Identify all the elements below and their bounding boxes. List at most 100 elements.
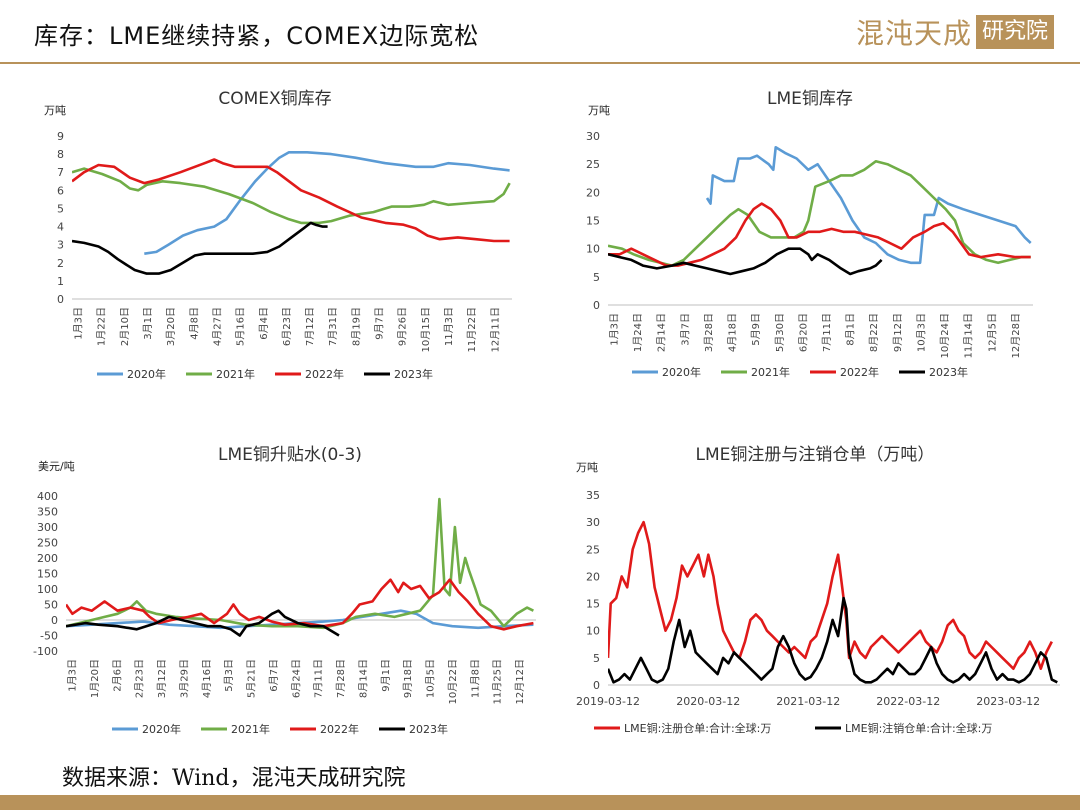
y-unit-label: 万吨 xyxy=(44,104,66,117)
y-tick-label: 50 xyxy=(44,599,58,612)
x-tick-label: 2月6日 xyxy=(111,659,123,692)
y-tick-label: 2 xyxy=(57,257,64,270)
y-tick-label: 250 xyxy=(37,537,58,550)
header-rule xyxy=(0,62,1080,64)
legend-label: 2023年 xyxy=(409,722,448,736)
y-tick-label: 10 xyxy=(586,243,600,256)
chart-lme-spread: LME铜升贴水(0-3) 美元/吨 -100 -50 0 50 100 150 200 250 30… xyxy=(33,445,536,736)
y-tick-label: 0 xyxy=(57,293,64,306)
legend-label: LME铜:注销仓单:合计:全球:万 xyxy=(845,721,992,735)
x-tick-label: 2021-03-12 xyxy=(776,695,840,708)
x-tick-label: 1月3日 xyxy=(67,659,79,692)
y-tick-label: 20 xyxy=(586,186,600,199)
page-title: 库存：LME继续持紧，COMEX边际宽松 xyxy=(34,22,480,50)
x-tick-label: 3月20日 xyxy=(165,307,177,346)
x-tick-label: 11月3日 xyxy=(443,307,455,346)
header: 库存：LME继续持紧，COMEX边际宽松 混沌天成 研究院 xyxy=(0,0,1080,64)
y-tick-label: 10 xyxy=(586,625,600,638)
x-tick-label: 12月12日 xyxy=(514,659,526,704)
x-tick-label: 3月28日 xyxy=(703,313,715,352)
series-line xyxy=(72,221,328,275)
x-tick-label: 11月8日 xyxy=(469,659,481,698)
y-tick-label: 0 xyxy=(593,679,600,692)
legend-label: 2022年 xyxy=(320,722,359,736)
x-tick-label: 7月11日 xyxy=(313,659,325,698)
series-line xyxy=(608,160,1031,267)
footer-band xyxy=(0,795,1080,810)
x-tick-label: 3月7日 xyxy=(679,313,691,346)
y-tick-label: 30 xyxy=(586,130,600,143)
y-tick-label: 25 xyxy=(586,543,600,556)
y-tick-label: 3 xyxy=(57,239,64,252)
y-tick-label: 150 xyxy=(37,568,58,581)
x-tick-label: 7月11日 xyxy=(821,313,833,352)
series-line xyxy=(608,247,883,276)
series-line xyxy=(72,167,511,225)
x-tick-label: 5月3日 xyxy=(223,659,235,692)
x-tick-label: 4月27日 xyxy=(211,307,223,346)
legend-label: 2021年 xyxy=(751,365,790,379)
x-tick-label: 9月12日 xyxy=(892,313,904,352)
y-tick-label: -50 xyxy=(40,630,58,643)
series-line xyxy=(66,578,534,631)
x-tick-label: 8月14日 xyxy=(357,659,369,698)
legend-label: 2020年 xyxy=(662,365,701,379)
x-tick-label: 3月12日 xyxy=(156,659,168,698)
legend-label: 2022年 xyxy=(840,365,879,379)
x-tick-label: 2020-03-12 xyxy=(676,695,740,708)
y-unit-label: 万吨 xyxy=(588,104,610,117)
x-tick-label: 5月9日 xyxy=(750,313,762,346)
x-tick-label: 6月23日 xyxy=(281,307,293,346)
x-tick-label: 9月26日 xyxy=(397,307,409,346)
x-tick-label: 4月18日 xyxy=(727,313,739,352)
x-tick-label: 11月22日 xyxy=(466,307,478,352)
series-line xyxy=(608,596,1058,684)
y-tick-label: 200 xyxy=(37,552,58,565)
y-tick-label: 5 xyxy=(57,202,64,215)
x-tick-label: 2月23日 xyxy=(134,659,146,698)
x-tick-label: 10月24日 xyxy=(939,313,951,358)
legend-label: 2020年 xyxy=(127,367,166,381)
series-line xyxy=(72,158,510,243)
x-tick-label: 10月22日 xyxy=(447,659,459,704)
chart-title: LME铜注册与注销仓单（万吨） xyxy=(696,445,935,465)
brand-main: 混沌天成 xyxy=(855,17,972,50)
x-tick-label: 9月7日 xyxy=(374,307,386,340)
series-line xyxy=(608,202,1031,267)
x-tick-label: 5月16日 xyxy=(235,307,247,346)
x-tick-label: 6月7日 xyxy=(268,659,280,692)
y-unit-label: 万吨 xyxy=(576,461,598,474)
series-line xyxy=(66,609,534,630)
x-tick-label: 11月14日 xyxy=(963,313,975,358)
y-tick-label: 35 xyxy=(586,489,600,502)
y-tick-label: 5 xyxy=(593,652,600,665)
x-tick-label: 4月8日 xyxy=(188,307,200,340)
x-tick-label: 3月29日 xyxy=(178,659,190,698)
y-tick-label: 25 xyxy=(586,158,600,171)
x-tick-label: 4月16日 xyxy=(201,659,213,698)
y-tick-label: 1 xyxy=(57,275,64,288)
series-line xyxy=(144,151,510,255)
x-tick-label: 1月24日 xyxy=(632,313,644,352)
y-tick-label: 4 xyxy=(57,221,64,234)
x-tick-label: 2月10日 xyxy=(119,307,131,346)
x-tick-label: 7月31日 xyxy=(327,307,339,346)
y-tick-label: 15 xyxy=(586,215,600,228)
y-tick-label: 400 xyxy=(37,490,58,503)
x-tick-label: 6月4日 xyxy=(258,307,270,340)
y-tick-label: 100 xyxy=(37,583,58,596)
x-tick-label: 5月30日 xyxy=(774,313,786,352)
chart-title: LME铜库存 xyxy=(767,89,853,109)
y-tick-label: 5 xyxy=(593,271,600,284)
brand-box: 研究院 xyxy=(975,15,1054,49)
y-tick-label: 9 xyxy=(57,130,64,143)
x-tick-label: 6月24日 xyxy=(290,659,302,698)
legend-label: LME铜:注册仓单:合计:全球:万 xyxy=(624,721,771,735)
x-tick-label: 1月20日 xyxy=(89,659,101,698)
y-tick-label: 15 xyxy=(586,598,600,611)
y-tick-label: 0 xyxy=(593,299,600,312)
x-tick-label: 8月1日 xyxy=(845,313,857,346)
y-tick-label: 300 xyxy=(37,521,58,534)
